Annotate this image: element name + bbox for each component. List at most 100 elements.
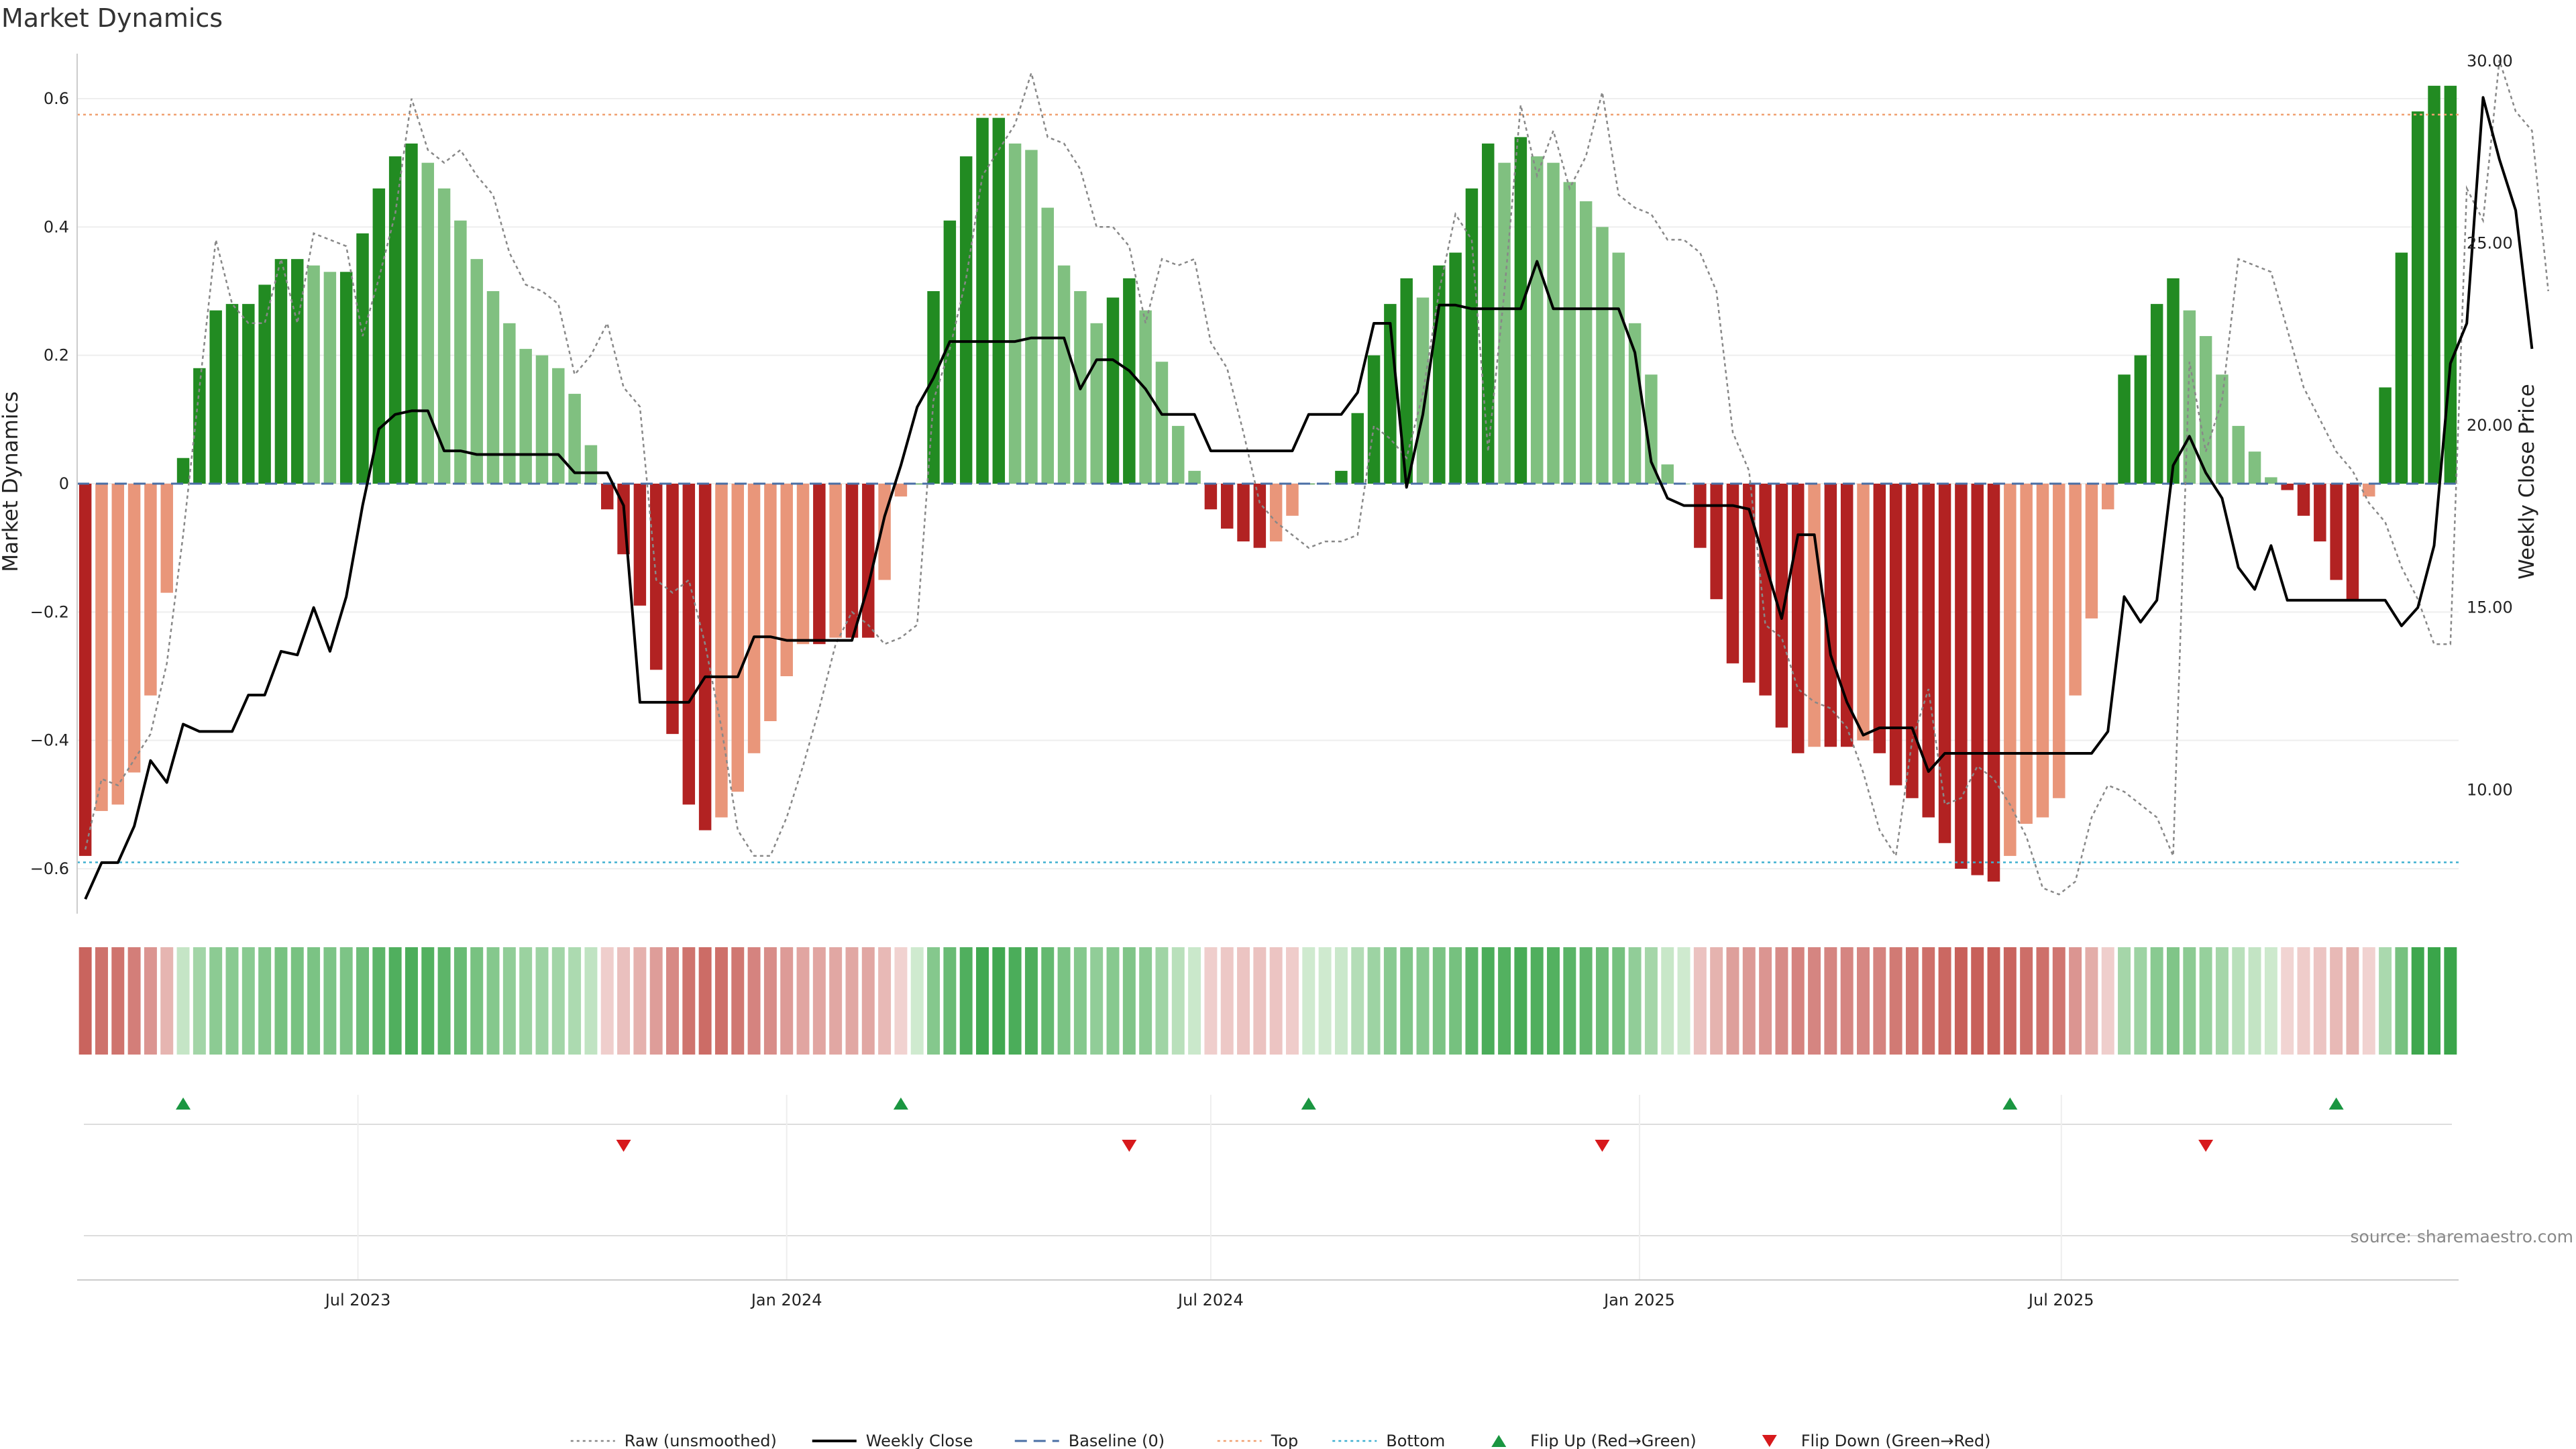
dynamics-bar (258, 284, 271, 484)
heat-cell (1008, 947, 1022, 1055)
dynamics-bar (1971, 484, 1984, 875)
heat-cell (731, 947, 745, 1055)
heat-cell (1139, 947, 1152, 1055)
heat-cell (1595, 947, 1609, 1055)
dynamics-bar (323, 272, 337, 484)
heat-cell (1889, 947, 1902, 1055)
dynamics-bar (1547, 162, 1560, 484)
dynamics-bar (1938, 484, 1951, 843)
flip-up-marker (176, 1097, 191, 1110)
flip-markers (84, 1097, 2452, 1236)
heat-cell (2036, 947, 2049, 1055)
heat-cell (1188, 947, 1201, 1055)
dynamics-bar (1906, 484, 1919, 798)
heat-cell (763, 947, 777, 1055)
heat-cell (1041, 947, 1055, 1055)
weekly-close-series (84, 96, 2534, 900)
dynamics-bar (682, 484, 696, 805)
heat-cell (1367, 947, 1381, 1055)
heat-cell (111, 947, 125, 1055)
heat-cell (2085, 947, 2098, 1055)
flip-down-marker (2198, 1140, 2214, 1152)
heat-cell (95, 947, 108, 1055)
x-tick-label: Jan 2025 (1603, 1291, 1675, 1309)
heat-cell (1857, 947, 1870, 1055)
dynamics-bar (959, 156, 973, 484)
heat-cell (78, 947, 92, 1055)
dynamics-bar (666, 484, 679, 735)
dynamics-bar (274, 259, 288, 484)
dynamics-bar (2314, 484, 2326, 542)
dynamics-bar (225, 304, 239, 484)
heat-cell (388, 947, 402, 1055)
heat-cell (551, 947, 565, 1055)
dynamics-bar (2134, 355, 2147, 484)
heat-cell (519, 947, 533, 1055)
dynamics-bar (2379, 387, 2392, 484)
heat-cell (2395, 947, 2408, 1055)
dynamics-bar (2265, 477, 2277, 484)
heat-cell (1808, 947, 1821, 1055)
dynamics-bar (405, 143, 418, 484)
dynamics-bar (992, 117, 1006, 484)
heat-cell (747, 947, 761, 1055)
heat-cell (274, 947, 288, 1055)
weekly-close-line (84, 96, 2534, 900)
dynamics-bar (339, 272, 353, 484)
heat-cell (2444, 947, 2457, 1055)
dynamics-bar (2020, 484, 2033, 824)
heat-cell (1612, 947, 1625, 1055)
right-tick-label: 20.00 (2467, 416, 2513, 435)
heat-cell (453, 947, 467, 1055)
dynamics-bar (209, 310, 222, 484)
heat-cell (861, 947, 875, 1055)
heat-cell (927, 947, 941, 1055)
dynamics-bar (2216, 374, 2229, 484)
heat-cell (617, 947, 631, 1055)
dynamics-bar (2053, 484, 2065, 798)
legend-label: Flip Up (Red→Green) (1530, 1432, 1697, 1449)
heat-cell (1057, 947, 1071, 1055)
heat-cell (1824, 947, 1837, 1055)
dynamics-bar (291, 259, 304, 484)
dynamics-bar (1041, 207, 1054, 484)
heat-cell (1204, 947, 1218, 1055)
heat-cell (910, 947, 924, 1055)
heat-cell (666, 947, 679, 1055)
dynamics-bar (144, 484, 157, 696)
raw-series (84, 60, 2549, 896)
heat-cell (2313, 947, 2326, 1055)
heat-cell (258, 947, 272, 1055)
dynamics-bar (1057, 265, 1071, 484)
flip-down-marker (616, 1140, 631, 1152)
dynamics-bar (976, 117, 989, 484)
dynamics-bar (1220, 484, 1234, 529)
dynamics-bar (372, 188, 386, 484)
dynamics-bar (2167, 278, 2180, 484)
dynamics-bar (1661, 464, 1674, 484)
dynamics-bar (470, 259, 483, 484)
dynamics-bar (1253, 484, 1267, 548)
heat-cell (2281, 947, 2294, 1055)
dynamics-bar (698, 484, 712, 830)
dynamics-bar (1808, 484, 1821, 747)
heat-cell (1905, 947, 1919, 1055)
right-tick-label: 30.00 (2467, 52, 2513, 70)
dynamics-bar (1269, 484, 1283, 542)
heat-cell (1922, 947, 1935, 1055)
heat-cell (1383, 947, 1397, 1055)
dynamics-bar (1025, 150, 1038, 484)
heat-cell (2232, 947, 2245, 1055)
heat-cell (1220, 947, 1234, 1055)
heat-cell (2069, 947, 2082, 1055)
dynamics-bar (894, 484, 908, 497)
heat-cell (1400, 947, 1413, 1055)
dynamics-bar (2411, 111, 2424, 484)
dynamics-bar (927, 290, 940, 484)
dynamics-bar (796, 484, 810, 645)
heat-cell (845, 947, 859, 1055)
x-axis: Jul 2023 Jan 2024 Jul 2024 Jan 2025 Jul 2025 (77, 1095, 2459, 1309)
heat-cell (1987, 947, 2000, 1055)
dynamics-bar (1987, 484, 2000, 882)
dynamics-bar (1596, 227, 1609, 484)
